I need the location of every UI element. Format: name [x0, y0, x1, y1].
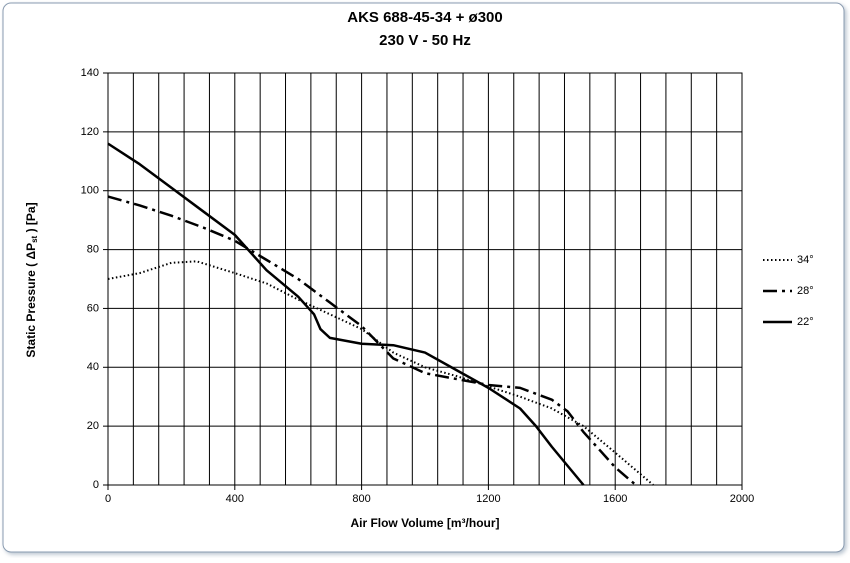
y-tick-label: 20 [87, 420, 99, 432]
y-axis-label: Static Pressure ( ΔPst ) [Pa] [24, 202, 39, 357]
plot-area: 0 20 40 60 80 100 120 140 0 400 800 1200 1600 2000 [81, 67, 755, 505]
x-tick-label: 400 [226, 493, 244, 505]
x-tick-label: 800 [352, 493, 370, 505]
y-tick-label: 100 [81, 185, 99, 197]
y-label-sub: st [30, 235, 39, 242]
x-axis-label: Air Flow Volume [m³/hour] [350, 516, 499, 530]
y-tick-label: 0 [93, 479, 99, 491]
frame [2, 2, 845, 553]
x-tick-label: 1200 [476, 493, 500, 505]
y-tick-label: 80 [87, 243, 99, 255]
x-tick-label: 2000 [730, 493, 754, 505]
x-tick-label: 1600 [603, 493, 627, 505]
y-tick-label: 60 [87, 302, 99, 314]
legend-label: 28° [797, 285, 814, 297]
y-tick-label: 140 [81, 67, 99, 79]
y-tick-label: 40 [87, 361, 99, 373]
legend-label: 34° [797, 254, 814, 266]
legend-label: 22° [797, 316, 814, 328]
y-tick-label: 120 [81, 126, 99, 138]
y-label-text: Static Pressure ( ΔP [24, 243, 38, 358]
chart-subtitle: 230 V - 50 Hz [379, 32, 471, 49]
x-tick-label: 0 [105, 493, 111, 505]
y-label-tail: ) [Pa] [24, 202, 38, 235]
chart-title: AKS 688-45-34 + ø300 [347, 9, 503, 26]
series-line [107, 195, 637, 486]
series-line [107, 142, 585, 486]
